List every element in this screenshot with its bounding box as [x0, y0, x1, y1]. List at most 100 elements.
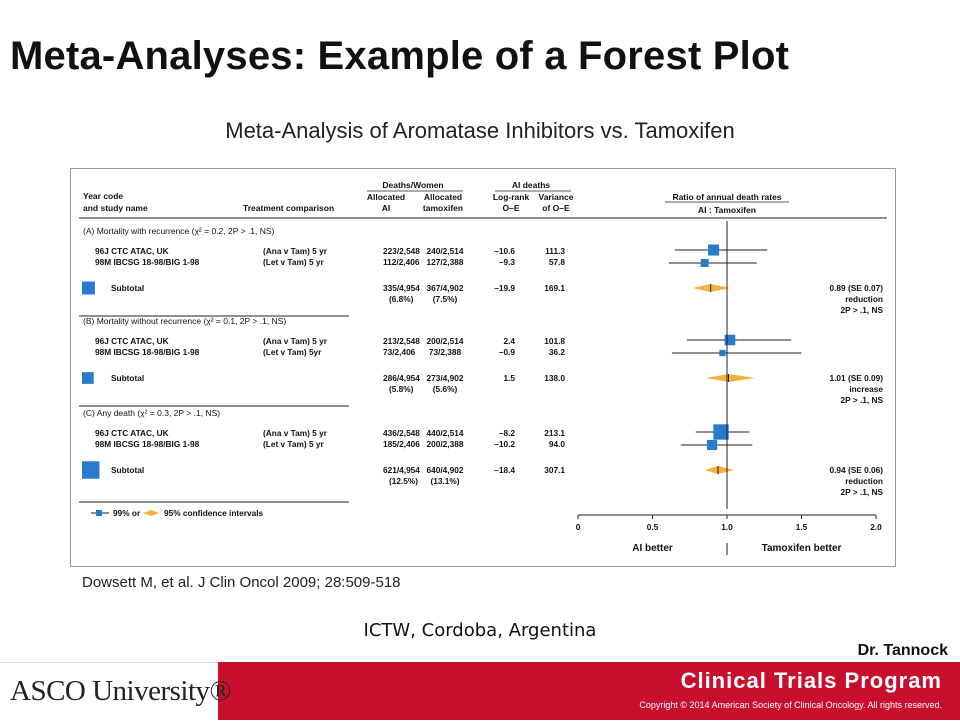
header-treatment: Treatment comparison	[243, 203, 334, 213]
header-variance: Variance	[539, 192, 574, 202]
subtotal-tam-deaths: 273/4,902	[427, 373, 464, 383]
study-ai-deaths: 73/2,406	[383, 347, 416, 357]
study-ai-deaths: 436/2,548	[383, 428, 420, 438]
study-logrank-oe: 2.4	[503, 336, 515, 346]
study-tam-deaths: 73/2,388	[429, 347, 462, 357]
study-box	[719, 349, 726, 357]
x-axis-tick-label: 0.5	[647, 522, 659, 532]
subtotal-tam-deaths: 367/4,902	[427, 283, 464, 293]
study-logrank-oe: –8.2	[499, 428, 516, 438]
x-axis-tick-label: 1.5	[796, 522, 808, 532]
header-year-code: Year code	[83, 191, 123, 201]
subtotal-direction: increase	[849, 384, 883, 394]
subtotal-ai-pct: (5.8%)	[389, 384, 414, 394]
study-logrank-oe: –10.6	[494, 246, 515, 256]
study-tam-deaths: 200/2,514	[427, 336, 464, 346]
header-deaths-women: Deaths/Women	[382, 180, 443, 190]
study-treatment: (Ana v Tam) 5 yr	[263, 246, 328, 256]
x-axis-left-label: AI better	[632, 543, 673, 554]
study-ai-deaths: 213/2,548	[383, 336, 420, 346]
subtotal-diamond	[704, 466, 735, 474]
subtotal-logrank-oe: –19.9	[494, 283, 515, 293]
subtotal-diamond	[706, 374, 756, 382]
study-variance: 57.8	[549, 257, 566, 267]
study-treatment: (Ana v Tam) 5 yr	[263, 428, 328, 438]
study-treatment: (Let v Tam) 5yr	[263, 347, 322, 357]
forest-plot-figure: Year code and study name Treatment compari…	[70, 168, 896, 567]
header-allocated-tam: Allocated	[424, 192, 462, 202]
subtotal-legend-box	[82, 461, 100, 479]
group-label: (C) Any death (χ² = 0.3, 2P > .1, NS)	[83, 408, 220, 418]
study-name: 96J CTC ATAC, UK	[95, 246, 169, 256]
header-oe: O–E	[502, 203, 519, 213]
study-variance: 101.8	[544, 336, 565, 346]
subtotal-label: Subtotal	[111, 283, 144, 293]
study-treatment: (Ana v Tam) 5 yr	[263, 336, 328, 346]
study-name: 98M IBCSG 18-98/BIG 1-98	[95, 439, 200, 449]
subtotal-tam-deaths: 640/4,902	[427, 465, 464, 475]
subtotal-ai-pct: (12.5%)	[389, 476, 418, 486]
study-treatment: (Let v Tam) 5 yr	[263, 439, 324, 449]
subtotal-direction: reduction	[845, 294, 883, 304]
study-variance: 36.2	[549, 347, 566, 357]
subtotal-legend-box	[82, 281, 95, 295]
subtotal-significance: 2P > .1, NS	[840, 487, 883, 497]
forest-plot-svg: Year code and study name Treatment compari…	[79, 180, 887, 555]
program-name: Clinical Trials Program	[680, 668, 942, 693]
subtotal-ratio-summary: 0.94 (SE 0.06)	[829, 465, 883, 475]
subtotal-variance: 169.1	[544, 283, 565, 293]
group-label: (B) Mortality without recurrence (χ² = 0…	[83, 316, 286, 326]
header-study-name: and study name	[83, 203, 148, 213]
subtotal-variance: 138.0	[544, 373, 565, 383]
study-box	[713, 424, 729, 440]
subtotal-diamond	[692, 284, 730, 292]
subtotal-logrank-oe: 1.5	[503, 373, 515, 383]
header-logrank: Log-rank	[493, 192, 530, 202]
slide-title: Meta-Analyses: Example of a Forest Plot	[10, 34, 790, 78]
subtotal-logrank-oe: –18.4	[494, 465, 515, 475]
copyright-notice: Copyright © 2014 American Society of Cli…	[639, 700, 942, 710]
study-name: 96J CTC ATAC, UK	[95, 428, 169, 438]
legend-diamond	[143, 510, 159, 516]
x-axis-right-label: Tamoxifen better	[762, 543, 842, 554]
study-tam-deaths: 240/2,514	[427, 246, 464, 256]
study-variance: 94.0	[549, 439, 566, 449]
study-name: 98M IBCSG 18-98/BIG 1-98	[95, 257, 200, 267]
subtotal-ai-deaths: 286/4,954	[383, 373, 420, 383]
study-ai-deaths: 112/2,406	[383, 257, 420, 267]
subtotal-ai-deaths: 335/4,954	[383, 283, 420, 293]
figure-subtitle: Meta-Analysis of Aromatase Inhibitors vs…	[225, 118, 735, 143]
x-axis-tick-label: 2.0	[870, 522, 882, 532]
subtotal-ai-pct: (6.8%)	[389, 294, 414, 304]
study-box	[707, 439, 718, 451]
header-ratio: Ratio of annual death rates	[672, 192, 781, 202]
study-logrank-oe: –10.2	[494, 439, 515, 449]
footer-bar: ASCO University® Clinical Trials Program…	[0, 662, 960, 721]
subtotal-ratio-summary: 1.01 (SE 0.09)	[829, 373, 883, 383]
study-tam-deaths: 440/2,514	[427, 428, 464, 438]
study-logrank-oe: –9.3	[499, 257, 516, 267]
subtotal-ratio-summary: 0.89 (SE 0.07)	[829, 283, 883, 293]
header-ai-deaths: AI deaths	[512, 180, 551, 190]
study-ai-deaths: 185/2,406	[383, 439, 420, 449]
logo-text: ASCO University®	[10, 675, 232, 707]
subtotal-tam-pct: (13.1%)	[430, 476, 459, 486]
legend-ci95-label: 95% confidence intervals	[164, 508, 264, 518]
study-logrank-oe: –0.9	[499, 347, 516, 357]
asco-university-logo: ASCO University®	[0, 662, 232, 721]
x-axis-tick-label: 1.0	[721, 522, 733, 532]
study-variance: 111.3	[545, 246, 565, 256]
subtotal-tam-pct: (5.6%)	[433, 384, 458, 394]
study-tam-deaths: 127/2,388	[427, 257, 464, 267]
conference-name: ICTW, Cordoba, Argentina	[363, 620, 597, 641]
group-label: (A) Mortality with recurrence (χ² = 0.2,…	[83, 226, 275, 236]
study-variance: 213.1	[544, 428, 565, 438]
subtotal-significance: 2P > .1, NS	[840, 305, 883, 315]
study-box	[700, 259, 709, 267]
study-name: 98M IBCSG 18-98/BIG 1-98	[95, 347, 200, 357]
legend-ci99-label: 99% or	[113, 508, 141, 518]
header-tamoxifen: tamoxifen	[423, 203, 463, 213]
header-allocated-ai: Allocated	[367, 192, 405, 202]
study-box	[708, 244, 720, 256]
subtotal-label: Subtotal	[111, 465, 144, 475]
